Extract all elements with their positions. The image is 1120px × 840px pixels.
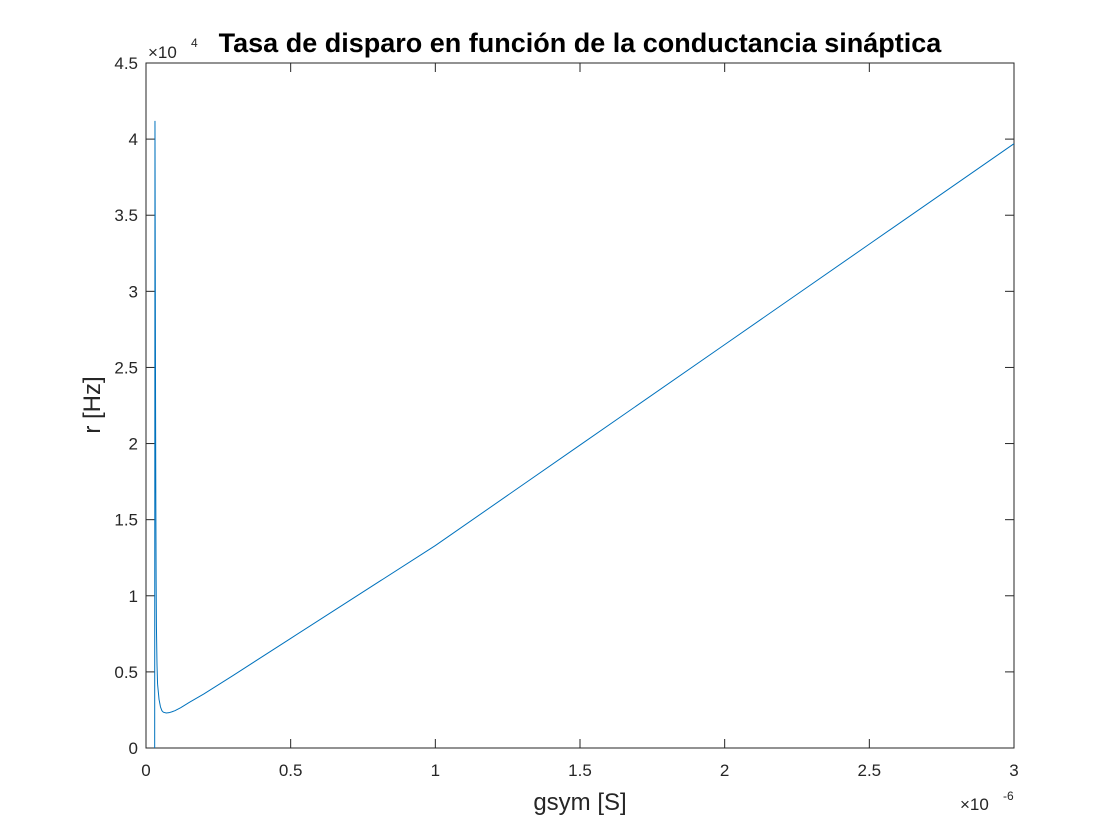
x-tick-label: 1.5 <box>568 761 592 780</box>
series-line <box>154 120 1015 749</box>
y-tick-label: 1 <box>129 587 138 606</box>
y-tick-label: 2 <box>129 435 138 454</box>
plot-area <box>145 62 1015 749</box>
x-tick-label: 0 <box>141 761 150 780</box>
x-multiplier: ×10 -6 <box>960 789 1014 814</box>
y-tick-label: 4.5 <box>114 54 138 73</box>
tick-labels: 0 0.5 1 1.5 2 2.5 3 0 0.5 1 1.5 2 2.5 3 3.5 4 4.5 <box>114 54 1018 780</box>
ticks <box>145 62 1015 749</box>
y-tick-label: 4 <box>129 130 138 149</box>
y-tick-label: 3.5 <box>114 206 138 225</box>
x-tick-label: 0.5 <box>279 761 303 780</box>
chart-title: Tasa de disparo en función de la conduct… <box>219 28 943 58</box>
x-multiplier-exponent: -6 <box>1003 789 1014 803</box>
y-multiplier-exponent: 4 <box>191 36 198 50</box>
y-tick-label: 3 <box>129 282 138 301</box>
y-tick-label: 0 <box>129 739 138 758</box>
y-multiplier-base: ×10 <box>148 43 177 62</box>
x-tick-label: 2 <box>720 761 729 780</box>
y-tick-label: 1.5 <box>114 511 138 530</box>
x-multiplier-base: ×10 <box>960 795 989 814</box>
y-tick-label: 2.5 <box>114 358 138 377</box>
x-tick-label: 2.5 <box>858 761 882 780</box>
x-tick-label: 3 <box>1009 761 1018 780</box>
y-axis-title: r [Hz] <box>79 376 106 433</box>
y-multiplier: ×10 4 <box>148 36 198 62</box>
x-tick-label: 1 <box>431 761 440 780</box>
x-axis-title: gsym [S] <box>533 789 626 816</box>
y-tick-label: 0.5 <box>114 663 138 682</box>
